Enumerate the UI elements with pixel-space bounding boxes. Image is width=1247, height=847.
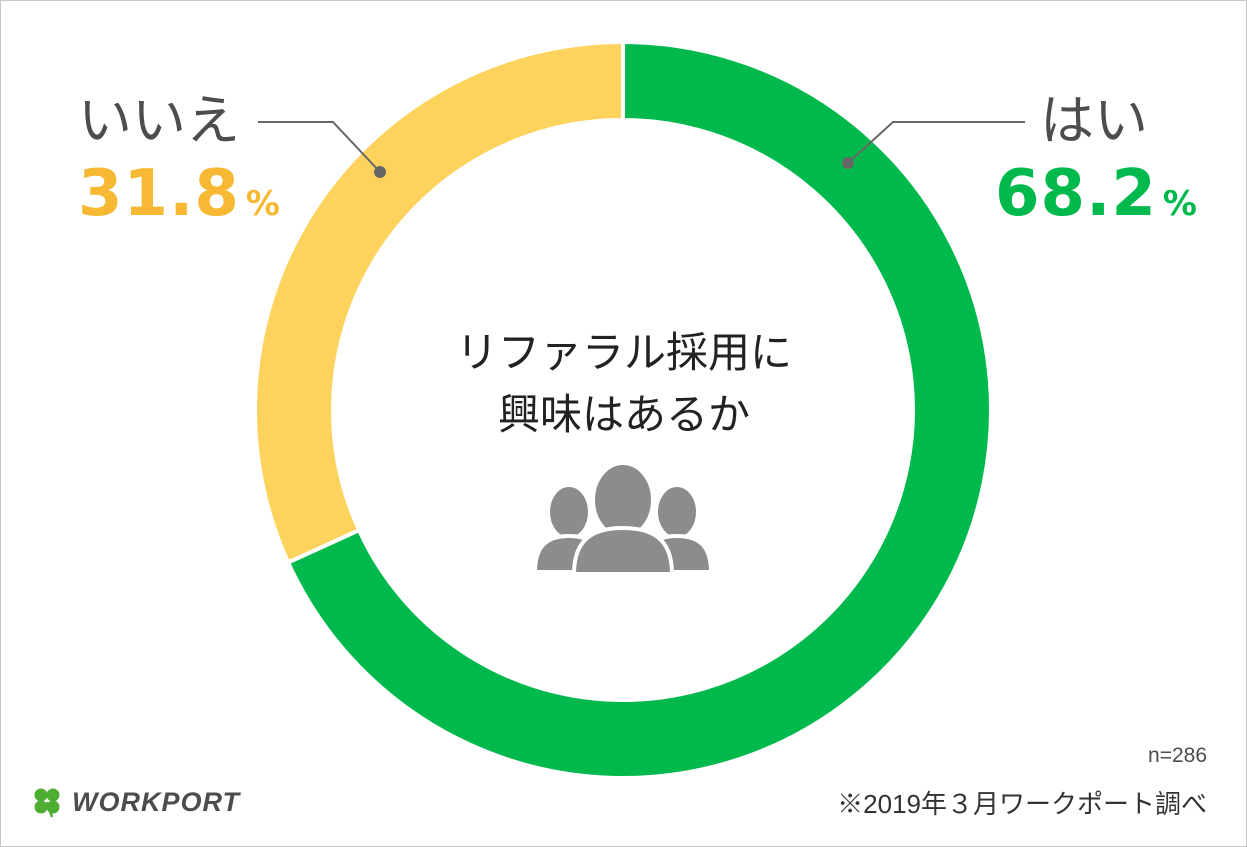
leader-line-no (258, 121, 386, 178)
label-no-value: 31.8% (78, 162, 281, 226)
group-of-people-icon (532, 461, 714, 576)
label-yes-unit: % (1162, 184, 1198, 224)
label-yes-name: はい (1040, 89, 1148, 152)
chart-title: リファラル採用に 興味はあるか (374, 322, 874, 446)
donut-slice-0 (285, 39, 993, 780)
sample-size-note: n=286 (1148, 744, 1207, 767)
label-yes-number: 68.2 (995, 157, 1157, 231)
label-no-name: いいえ (78, 89, 240, 152)
label-yes-value: 68.2% (995, 162, 1198, 226)
donut-slices (253, 39, 993, 780)
chart-title-line-2: 興味はあるか (497, 390, 750, 439)
label-no-unit: % (245, 184, 281, 224)
leader-line-yes (842, 121, 1025, 169)
four-leaf-clover-icon (34, 788, 60, 818)
brand-logo: WORKPORT (30, 785, 240, 819)
label-no-number: 31.8 (78, 157, 240, 231)
brand-name: WORKPORT (72, 786, 240, 817)
donut-slice-1 (253, 39, 625, 566)
source-note: ※2019年３月ワークポート調べ (837, 789, 1207, 819)
chart-title-line-1: リファラル採用に (455, 328, 792, 377)
